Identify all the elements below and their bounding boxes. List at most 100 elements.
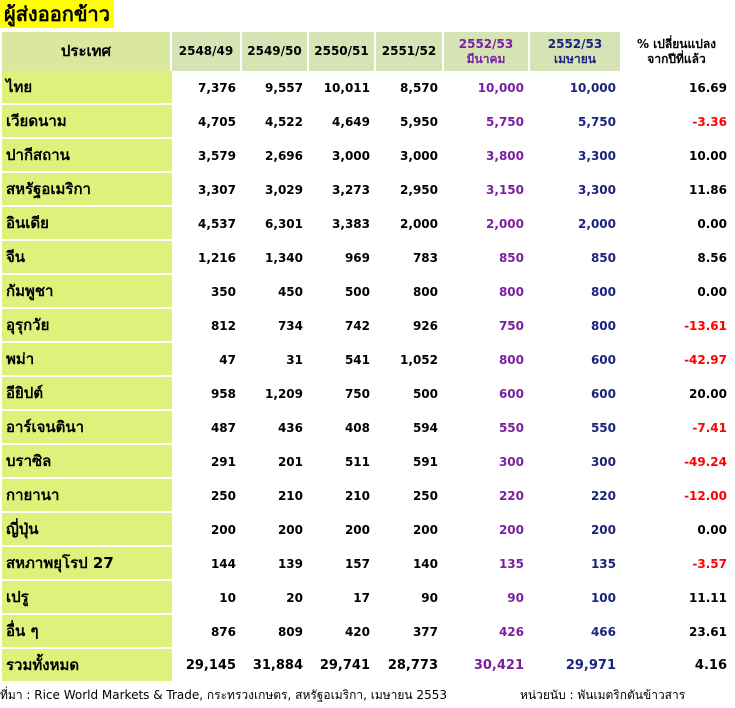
value-march: 5,750 bbox=[444, 105, 530, 139]
value-2550-51: 157 bbox=[309, 547, 376, 581]
value-2551-52: 1,052 bbox=[376, 343, 444, 377]
table-row: ญี่ปุ่น 200 200 200 200 200 200 0.00 bbox=[2, 513, 733, 547]
value-2550-51: 4,649 bbox=[309, 105, 376, 139]
value-2548-49: 29,145 bbox=[172, 649, 242, 683]
value-2549-50: 809 bbox=[242, 615, 309, 649]
value-2551-52: 90 bbox=[376, 581, 444, 615]
value-march: 426 bbox=[444, 615, 530, 649]
column-header-percent-line1: % เปลี่ยนแปลง bbox=[636, 36, 717, 51]
value-percent-change: 0.00 bbox=[622, 275, 733, 309]
country-name: บราซิล bbox=[2, 445, 172, 479]
table-header-row: ประเทศ 2548/49 2549/50 2550/51 2551/52 2… bbox=[2, 32, 733, 71]
value-march: 10,000 bbox=[444, 71, 530, 105]
country-name: พม่า bbox=[2, 343, 172, 377]
table-row: บราซิล 291 201 511 591 300 300 -49.24 bbox=[2, 445, 733, 479]
value-percent-change: -49.24 bbox=[622, 445, 733, 479]
value-2549-50: 200 bbox=[242, 513, 309, 547]
value-2550-51: 29,741 bbox=[309, 649, 376, 683]
value-april: 135 bbox=[530, 547, 622, 581]
value-2551-52: 140 bbox=[376, 547, 444, 581]
value-march: 3,800 bbox=[444, 139, 530, 173]
value-2549-50: 2,696 bbox=[242, 139, 309, 173]
column-header-april-year: 2552/53 bbox=[547, 36, 603, 51]
value-april: 800 bbox=[530, 275, 622, 309]
value-2551-52: 5,950 bbox=[376, 105, 444, 139]
value-percent-change: 4.16 bbox=[622, 649, 733, 683]
value-2548-49: 47 bbox=[172, 343, 242, 377]
value-april: 300 bbox=[530, 445, 622, 479]
value-2551-52: 594 bbox=[376, 411, 444, 445]
value-2549-50: 6,301 bbox=[242, 207, 309, 241]
value-2549-50: 20 bbox=[242, 581, 309, 615]
value-2551-52: 250 bbox=[376, 479, 444, 513]
rice-exporters-table-container: ประเทศ 2548/49 2549/50 2550/51 2551/52 2… bbox=[2, 32, 733, 683]
value-2548-49: 250 bbox=[172, 479, 242, 513]
value-2548-49: 7,376 bbox=[172, 71, 242, 105]
value-march: 30,421 bbox=[444, 649, 530, 683]
page-title: ผู้ส่งออกข้าว bbox=[0, 0, 114, 28]
value-march: 800 bbox=[444, 343, 530, 377]
unit-note: หน่วยนับ : พันเมตริกตันข้าวสาร bbox=[520, 688, 686, 702]
value-2549-50: 1,340 bbox=[242, 241, 309, 275]
table-row: สหภาพยุโรป 27 144 139 157 140 135 135 -3.57 bbox=[2, 547, 733, 581]
value-2549-50: 9,557 bbox=[242, 71, 309, 105]
country-name: กายานา bbox=[2, 479, 172, 513]
value-march: 550 bbox=[444, 411, 530, 445]
value-march: 800 bbox=[444, 275, 530, 309]
value-march: 135 bbox=[444, 547, 530, 581]
table-row: อินเดีย 4,537 6,301 3,383 2,000 2,000 2,000 0.0… bbox=[2, 207, 733, 241]
value-2550-51: 3,273 bbox=[309, 173, 376, 207]
value-april: 3,300 bbox=[530, 139, 622, 173]
value-2548-49: 200 bbox=[172, 513, 242, 547]
column-header-country: ประเทศ bbox=[2, 32, 172, 71]
value-april: 2,000 bbox=[530, 207, 622, 241]
value-percent-change: -13.61 bbox=[622, 309, 733, 343]
table-row: ปากีสถาน 3,579 2,696 3,000 3,000 3,800 3,300 10… bbox=[2, 139, 733, 173]
value-percent-change: 8.56 bbox=[622, 241, 733, 275]
value-percent-change: -12.00 bbox=[622, 479, 733, 513]
value-2550-51: 420 bbox=[309, 615, 376, 649]
country-name: ญี่ปุ่น bbox=[2, 513, 172, 547]
value-2549-50: 4,522 bbox=[242, 105, 309, 139]
value-percent-change: -7.41 bbox=[622, 411, 733, 445]
country-name: กัมพูชา bbox=[2, 275, 172, 309]
country-name: อียิปต์ bbox=[2, 377, 172, 411]
column-header-2552-53-april: 2552/53 เมษายน bbox=[530, 32, 622, 71]
value-march: 200 bbox=[444, 513, 530, 547]
table-row: อื่น ๆ 876 809 420 377 426 466 23.61 bbox=[2, 615, 733, 649]
country-name: สหรัฐอเมริกา bbox=[2, 173, 172, 207]
value-2549-50: 436 bbox=[242, 411, 309, 445]
footer: ที่มา : Rice World Markets & Trade, กระท… bbox=[0, 686, 735, 706]
table-row: อุรุกวัย 812 734 742 926 750 800 -13.61 bbox=[2, 309, 733, 343]
table-row: จีน 1,216 1,340 969 783 850 850 8.56 bbox=[2, 241, 733, 275]
value-2548-49: 4,537 bbox=[172, 207, 242, 241]
value-march: 90 bbox=[444, 581, 530, 615]
value-march: 3,150 bbox=[444, 173, 530, 207]
country-name: จีน bbox=[2, 241, 172, 275]
value-2550-51: 541 bbox=[309, 343, 376, 377]
value-april: 550 bbox=[530, 411, 622, 445]
value-2548-49: 487 bbox=[172, 411, 242, 445]
value-2549-50: 31,884 bbox=[242, 649, 309, 683]
value-percent-change: 16.69 bbox=[622, 71, 733, 105]
table-row: กายานา 250 210 210 250 220 220 -12.00 bbox=[2, 479, 733, 513]
value-2551-52: 8,570 bbox=[376, 71, 444, 105]
value-2548-49: 1,216 bbox=[172, 241, 242, 275]
value-percent-change: 11.11 bbox=[622, 581, 733, 615]
column-header-2549-50: 2549/50 bbox=[242, 32, 309, 71]
value-percent-change: 0.00 bbox=[622, 207, 733, 241]
value-2551-52: 783 bbox=[376, 241, 444, 275]
value-april: 29,971 bbox=[530, 649, 622, 683]
value-april: 600 bbox=[530, 343, 622, 377]
value-2548-49: 350 bbox=[172, 275, 242, 309]
value-2548-49: 4,705 bbox=[172, 105, 242, 139]
value-2550-51: 3,000 bbox=[309, 139, 376, 173]
value-2550-51: 969 bbox=[309, 241, 376, 275]
value-2551-52: 800 bbox=[376, 275, 444, 309]
value-2550-51: 3,383 bbox=[309, 207, 376, 241]
country-name: อื่น ๆ bbox=[2, 615, 172, 649]
country-name: อินเดีย bbox=[2, 207, 172, 241]
value-2548-49: 876 bbox=[172, 615, 242, 649]
value-march: 300 bbox=[444, 445, 530, 479]
table-row: เปรู 10 20 17 90 90 100 11.11 bbox=[2, 581, 733, 615]
